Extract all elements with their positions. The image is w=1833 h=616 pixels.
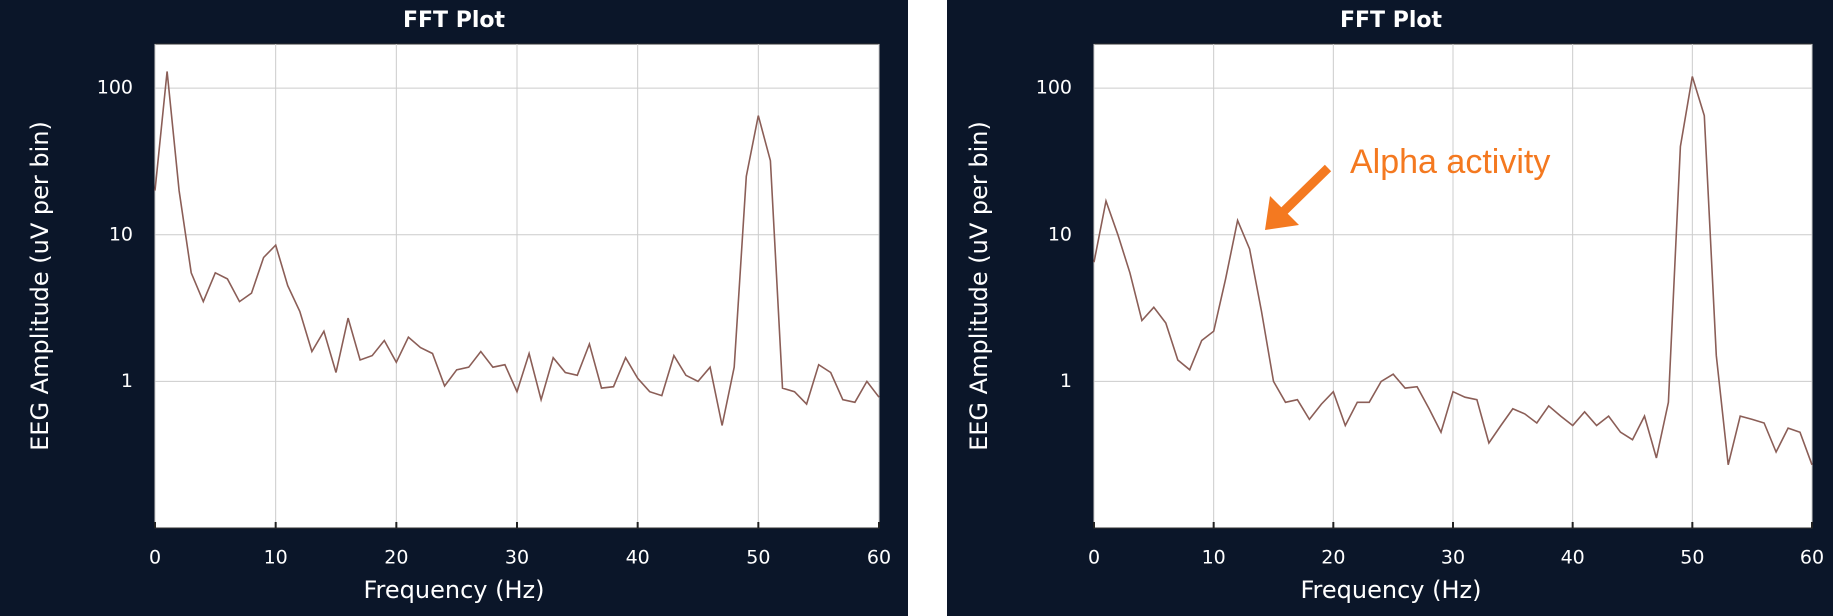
x-axis-label: Frequency (Hz) [1301, 576, 1482, 604]
x-tick-label: 0 [1088, 547, 1100, 569]
y-axis-label: EEG Amplitude (uV per bin) [26, 121, 54, 451]
y-tick-label: 1 [121, 370, 133, 392]
chart-title: FFT Plot [1340, 8, 1443, 33]
y-axis-label: EEG Amplitude (uV per bin) [965, 121, 993, 451]
x-tick-label: 50 [1680, 547, 1704, 569]
x-tick-label: 10 [1202, 547, 1226, 569]
x-tick-label: 30 [505, 547, 529, 569]
x-tick-label: 0 [149, 547, 161, 569]
chart-title: FFT Plot [403, 8, 506, 33]
x-tick-label: 20 [1321, 547, 1345, 569]
annotation: Alpha activity [1350, 143, 1550, 181]
y-tick-label: 100 [1036, 77, 1072, 99]
x-tick-label: 10 [264, 547, 288, 569]
x-tick-label: 60 [1800, 547, 1824, 569]
x-tick-label: 30 [1441, 547, 1465, 569]
y-tick-label: 100 [97, 77, 133, 99]
fft-line [1093, 76, 1813, 466]
y-tick-label: 10 [109, 223, 133, 245]
y-tick-label: 1 [1060, 370, 1072, 392]
x-tick-label: 60 [867, 547, 891, 569]
annotation-arrow-shaft [1279, 164, 1332, 216]
y-tick-label: 10 [1048, 223, 1072, 245]
x-tick-label: 40 [626, 547, 650, 569]
fft-line [154, 71, 880, 426]
x-axis-label: Frequency (Hz) [364, 576, 545, 604]
x-tick-label: 40 [1561, 547, 1585, 569]
x-tick-label: 20 [384, 547, 408, 569]
x-tick-label: 50 [746, 547, 770, 569]
annotation-arrow-head [1265, 196, 1299, 230]
